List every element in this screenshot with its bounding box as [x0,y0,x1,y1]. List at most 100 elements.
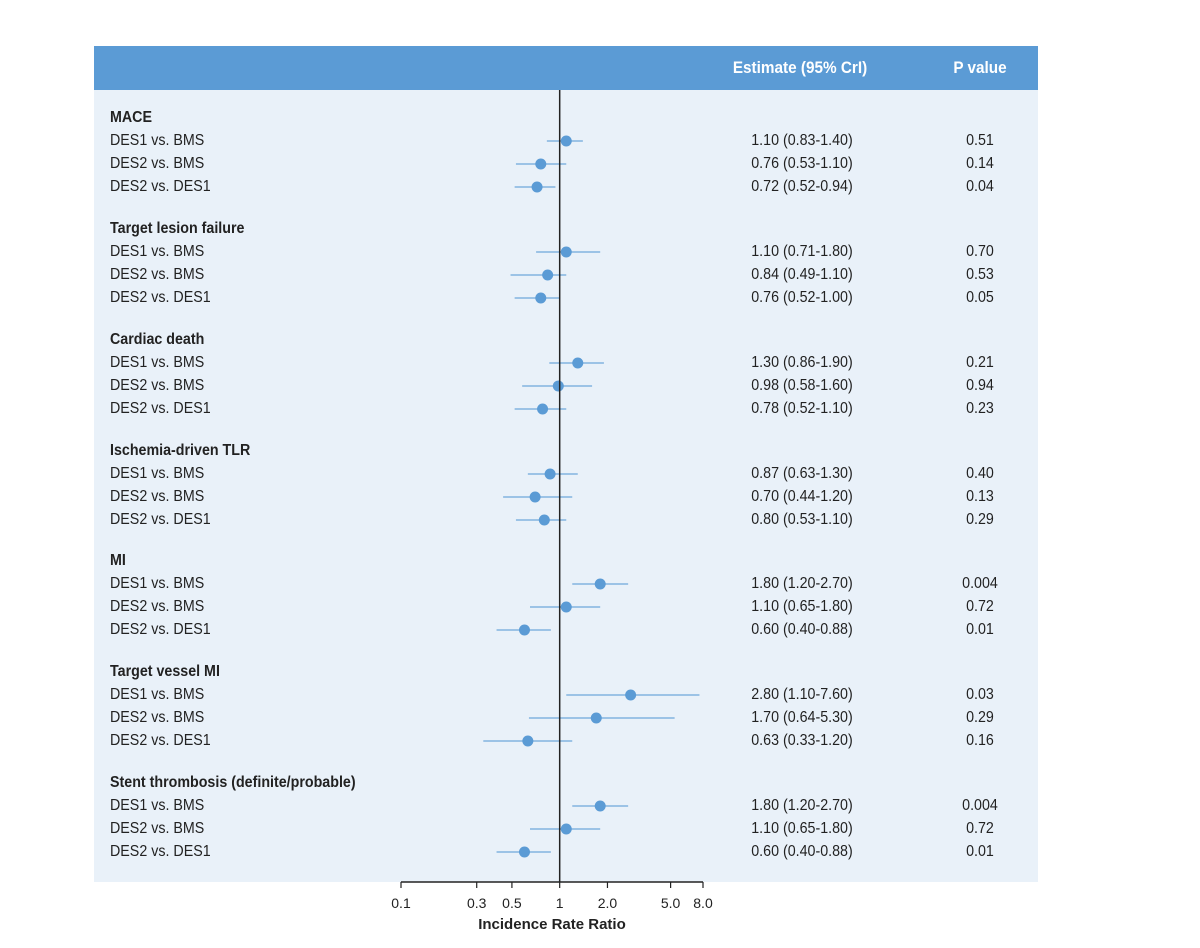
estimate-text: 0.87 (0.63-1.30) [751,465,853,482]
p-value-text: 0.53 [966,266,994,283]
estimate-point [560,601,572,613]
row-label: DES2 vs. BMS [110,820,205,837]
row-label: DES2 vs. DES1 [110,400,211,417]
estimate-text: 0.78 (0.52-1.10) [751,400,853,417]
estimate-point [537,403,549,415]
estimate-text: 2.80 (1.10-7.60) [751,686,853,703]
estimate-point [594,800,606,812]
p-value-text: 0.72 [966,820,994,837]
estimate-text: 0.76 (0.53-1.10) [751,155,853,172]
p-value-text: 0.05 [966,289,994,306]
estimate-text: 1.30 (0.86-1.90) [751,354,853,371]
estimate-text: 0.76 (0.52-1.00) [751,289,853,306]
row-label: DES2 vs. BMS [110,488,205,505]
p-value-text: 0.16 [966,732,994,749]
estimate-text: 0.84 (0.49-1.10) [751,266,853,283]
estimate-text: 0.60 (0.40-0.88) [751,621,853,638]
group-title: Stent thrombosis (definite/probable) [110,774,356,791]
p-value-column-header: P value [953,58,1007,77]
estimate-text: 1.10 (0.65-1.80) [751,820,853,837]
estimate-point [572,357,584,369]
x-tick-label: 8.0 [693,895,713,911]
estimate-text: 0.80 (0.53-1.10) [751,511,853,528]
p-value-text: 0.13 [966,488,994,505]
x-tick-label: 5.0 [661,895,681,911]
p-value-text: 0.94 [966,377,994,394]
estimate-point [531,181,543,193]
x-tick-label: 0.1 [391,895,411,911]
row-label: DES2 vs. DES1 [110,621,211,638]
estimate-point [529,491,541,503]
x-axis-label: Incidence Rate Ratio [478,916,626,933]
estimate-point [544,468,556,480]
x-tick-label: 0.5 [502,895,522,911]
p-value-text: 0.51 [966,132,994,149]
estimate-text: 1.10 (0.65-1.80) [751,598,853,615]
row-label: DES2 vs. DES1 [110,732,211,749]
row-label: DES2 vs. BMS [110,266,205,283]
p-value-text: 0.72 [966,598,994,615]
estimate-text: 1.10 (0.71-1.80) [751,243,853,260]
row-label: DES2 vs. DES1 [110,843,211,860]
estimate-point [560,135,572,147]
p-value-text: 0.03 [966,686,994,703]
estimate-point [535,158,547,170]
row-label: DES1 vs. BMS [110,243,205,260]
estimate-text: 0.63 (0.33-1.20) [751,732,853,749]
row-label: DES1 vs. BMS [110,797,205,814]
estimate-point [590,712,602,724]
p-value-text: 0.70 [966,243,994,260]
row-label: DES2 vs. DES1 [110,178,211,195]
estimate-text: 0.70 (0.44-1.20) [751,488,853,505]
p-value-text: 0.14 [966,155,994,172]
row-label: DES1 vs. BMS [110,465,205,482]
estimate-point [518,846,530,858]
row-label: DES2 vs. DES1 [110,511,211,528]
p-value-text: 0.004 [962,797,998,814]
estimate-column-header: Estimate (95% CrI) [732,58,868,77]
group-title: Target lesion failure [110,220,245,237]
estimate-point [552,380,564,392]
p-value-text: 0.01 [966,621,994,638]
p-value-text: 0.23 [966,400,994,417]
row-label: DES2 vs. BMS [110,155,205,172]
estimate-point [594,578,606,590]
row-label: DES2 vs. BMS [110,377,205,394]
estimate-point [542,269,554,281]
estimate-point [535,292,547,304]
group-title: Ischemia-driven TLR [110,442,251,459]
estimate-point [560,823,572,835]
estimate-text: 1.10 (0.83-1.40) [751,132,853,149]
row-label: DES1 vs. BMS [110,686,205,703]
estimate-text: 0.72 (0.52-0.94) [751,178,853,195]
estimate-text: 1.70 (0.64-5.30) [751,709,853,726]
row-label: DES2 vs. BMS [110,598,205,615]
p-value-text: 0.04 [966,178,994,195]
row-label: DES1 vs. BMS [110,132,205,149]
x-tick-label: 2.0 [598,895,618,911]
p-value-text: 0.29 [966,511,994,528]
p-value-text: 0.40 [966,465,994,482]
row-label: DES2 vs. DES1 [110,289,211,306]
group-title: Cardiac death [110,331,205,348]
chart-panel [94,46,1038,882]
table-header-bar [94,46,1038,90]
x-tick-label: 1 [556,895,564,911]
row-label: DES1 vs. BMS [110,354,205,371]
estimate-text: 0.98 (0.58-1.60) [751,377,853,394]
estimate-point [625,689,637,701]
estimate-text: 0.60 (0.40-0.88) [751,843,853,860]
p-value-text: 0.004 [962,575,998,592]
group-title: MI [110,552,126,569]
estimate-point [560,246,572,258]
estimate-text: 1.80 (1.20-2.70) [751,575,853,592]
estimate-point [522,735,534,747]
p-value-text: 0.29 [966,709,994,726]
estimate-point [518,624,530,636]
group-title: Target vessel MI [110,663,220,680]
p-value-text: 0.01 [966,843,994,860]
group-title: MACE [110,109,152,126]
x-tick-label: 0.3 [467,895,487,911]
row-label: DES1 vs. BMS [110,575,205,592]
